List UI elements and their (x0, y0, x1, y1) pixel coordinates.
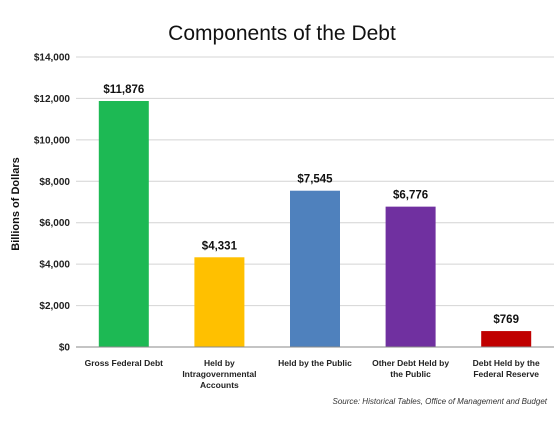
bar (481, 331, 532, 347)
x-tick-label: Intragovernmental (182, 369, 256, 379)
x-tick-label: Debt Held by the (473, 358, 540, 368)
y-axis-label: Billions of Dollars (10, 157, 22, 251)
y-tick-label: $8,000 (39, 177, 70, 188)
x-tick-label: Other Debt Held by (372, 358, 449, 368)
bars (98, 100, 532, 347)
x-axis-labels: Gross Federal Debt Held byIntragovernment… (85, 358, 540, 390)
y-tick-label: $0 (59, 343, 71, 354)
bar (290, 190, 340, 347)
value-label: $7,545 (297, 174, 333, 186)
y-tick-label: $2,000 (39, 301, 70, 312)
bar (98, 100, 149, 347)
source-note: Source: Historical Tables, Office of Man… (333, 397, 548, 406)
y-tick-label: $12,000 (34, 94, 71, 105)
x-tick-label: Held by (204, 358, 235, 368)
bar (194, 257, 245, 347)
bar (385, 206, 436, 347)
value-label: $6,776 (393, 190, 428, 202)
x-tick-label: Held by the Public (278, 358, 352, 368)
x-tick-label: Gross Federal Debt (85, 358, 164, 368)
y-tick-label: $6,000 (39, 218, 70, 229)
y-tick-label: $14,000 (34, 53, 71, 64)
y-tick-label: $10,000 (34, 135, 71, 146)
value-label: $769 (493, 314, 519, 326)
value-label: $11,876 (103, 84, 144, 96)
y-axis-ticks: $0 $2,000 $4,000 $6,000 $8,000 $10,000 $12,000… (34, 53, 71, 354)
x-tick-label: the Public (390, 369, 431, 379)
x-tick-label: Federal Reserve (473, 369, 539, 379)
x-tick-label: Accounts (200, 380, 239, 390)
y-tick-label: $4,000 (39, 260, 70, 271)
value-label: $4,331 (202, 240, 238, 252)
chart-title: Components of the Debt (168, 22, 396, 45)
value-labels: $11,876 $4,331 $7,545 $6,776 $769 (103, 84, 519, 326)
